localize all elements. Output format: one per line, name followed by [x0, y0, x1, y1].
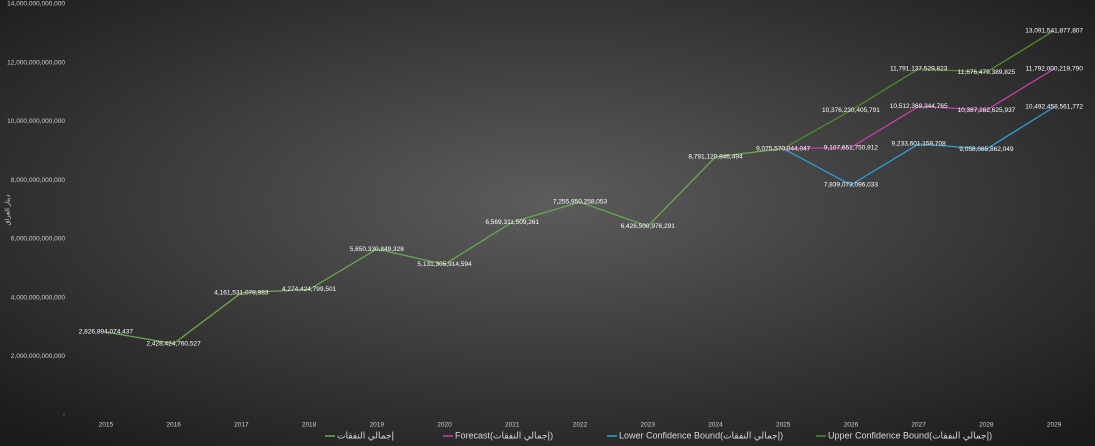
data-label: 9,075,570,044,047 — [756, 145, 811, 152]
y-tick-label: 8,000,000,000,000 — [11, 177, 66, 184]
data-label: 9,233,601,159,708 — [892, 141, 947, 148]
x-tick-label: 2021 — [505, 422, 520, 429]
data-label: 2,428,424,760,527 — [146, 340, 201, 347]
data-label: 10,512,369,344,765 — [890, 103, 948, 110]
x-tick-label: 2020 — [437, 422, 452, 429]
series-line — [782, 106, 1055, 186]
y-axis-title: دينار العراق — [5, 194, 12, 225]
x-tick-label: 2027 — [911, 422, 926, 429]
x-tick-label: 2029 — [1047, 422, 1062, 429]
legend-label: Upper Confidence Bound(إجمالي النفقات) — [828, 430, 992, 441]
y-tick-label: 14,000,000,000,000 — [7, 1, 65, 8]
data-label: 6,426,500,976,291 — [621, 223, 676, 230]
x-tick-label: 2015 — [99, 422, 114, 429]
x-tick-label: 2024 — [708, 422, 723, 429]
data-label: 4,161,531,078,883 — [214, 290, 269, 297]
data-label: 4,274,424,799,501 — [282, 286, 337, 293]
x-tick-label: 2025 — [776, 422, 791, 429]
data-label: 13,091,541,877,807 — [1025, 27, 1083, 34]
x-tick-label: 2023 — [640, 422, 655, 429]
series-line — [105, 147, 784, 345]
series-line — [783, 68, 1055, 150]
series-line — [782, 30, 1055, 150]
legend-label: Lower Confidence Bound(إجمالي النفقات) — [619, 430, 783, 441]
y-tick-label: 6,000,000,000,000 — [11, 236, 66, 243]
data-label: 6,569,311,509,261 — [485, 219, 539, 226]
data-label: 10,492,458,561,772 — [1025, 104, 1083, 111]
x-tick-label: 2016 — [166, 422, 181, 429]
data-label: 10,387,282,625,937 — [957, 107, 1015, 114]
y-tick-label: 10,000,000,000,000 — [7, 118, 65, 125]
data-label: 11,676,479,389,825 — [958, 69, 1016, 76]
y-tick-label: - — [63, 412, 65, 419]
data-label: 9,058,085,862,049 — [959, 146, 1014, 153]
data-label: 8,791,120,846,494 — [688, 154, 743, 161]
data-label: 11,792,000,219,790 — [1025, 66, 1083, 73]
data-label: 7,255,950,258,053 — [553, 199, 608, 206]
x-tick-label: 2022 — [573, 422, 588, 429]
x-tick-label: 2028 — [979, 422, 994, 429]
x-tick-label: 2026 — [844, 422, 859, 429]
x-tick-label: 2017 — [234, 422, 249, 429]
data-label: 10,376,230,405,791 — [822, 107, 880, 114]
data-label: 7,839,073,096,033 — [824, 182, 879, 189]
y-tick-label: 4,000,000,000,000 — [11, 294, 66, 301]
x-tick-label: 2019 — [370, 422, 385, 429]
data-label: 2,826,894,074,437 — [79, 329, 134, 336]
legend-label: Forecast(إجمالي النفقات) — [455, 430, 553, 441]
y-tick-label: 12,000,000,000,000 — [7, 59, 65, 66]
x-tick-label: 2018 — [302, 422, 317, 429]
legend-label: إجمالي النفقات — [337, 430, 394, 441]
data-label: 5,131,305,914,594 — [417, 261, 472, 268]
data-label: 9,107,651,750,912 — [824, 144, 879, 151]
data-label: 5,650,330,849,328 — [350, 246, 405, 253]
y-tick-label: 2,000,000,000,000 — [11, 353, 66, 360]
data-label: 11,791,137,529,823 — [890, 66, 948, 73]
